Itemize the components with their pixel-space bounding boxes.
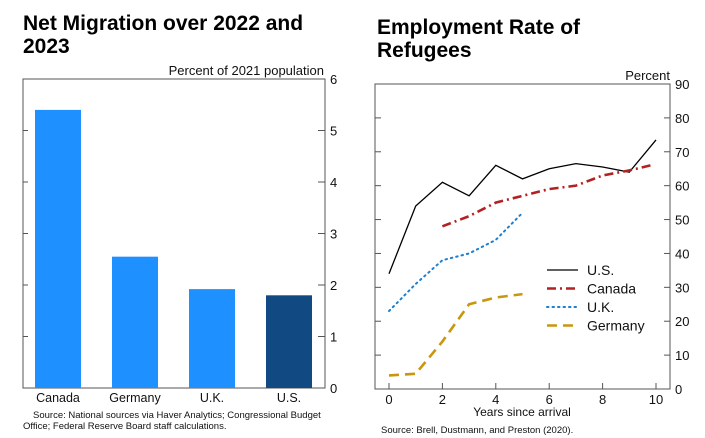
line-plot-frame — [374, 83, 671, 390]
line-ylabel: Percent — [625, 68, 670, 83]
line-xtick-label: 0 — [385, 392, 392, 407]
line-ytick-label: 50 — [675, 213, 689, 228]
series-germany — [388, 292, 523, 377]
line-ytick-label: 10 — [675, 348, 689, 363]
bar-germany — [112, 256, 158, 388]
legend-label: U.K. — [587, 299, 614, 315]
bar-source: Source: National sources via Haver Analy… — [23, 410, 321, 432]
line-source: Source: Brell, Dustmann, and Preston (20… — [381, 425, 573, 436]
line-ytick-label: 20 — [675, 314, 689, 329]
line-xtick-label: 2 — [439, 392, 446, 407]
line-xtick-label: 10 — [649, 392, 663, 407]
bar-category-label: Canada — [36, 391, 80, 405]
bar-ytick-label: 4 — [330, 175, 337, 190]
bar-chart-title: Net Migration over 2022 and 2023 — [23, 12, 304, 58]
bar-canada — [35, 109, 81, 389]
line-ytick-label: 30 — [675, 280, 689, 295]
bar-us — [266, 295, 312, 388]
legend-label: Canada — [587, 281, 636, 297]
bar-ytick-label: 1 — [330, 330, 337, 345]
line-chart-title: Employment Rate of Refugees — [377, 16, 581, 62]
line-ytick-label: 40 — [675, 246, 689, 261]
line-ytick-label: 80 — [675, 111, 689, 126]
line-xtick-label: 8 — [599, 392, 606, 407]
bar-source-line: Source: National sources via Haver Analy… — [33, 410, 321, 421]
bar-category-label: U.K. — [200, 391, 224, 405]
line-xtick-label: 4 — [492, 392, 499, 407]
line-xtick-label: 6 — [546, 392, 553, 407]
line-ytick-label: 70 — [675, 145, 689, 160]
line-xlabel: Years since arrival — [473, 405, 571, 419]
bar-uk — [189, 289, 235, 388]
series-canada — [441, 164, 651, 228]
bar-source-line: Office; Federal Reserve Board staff calc… — [23, 421, 226, 432]
series-us — [388, 139, 657, 275]
bar-ytick-label: 3 — [330, 227, 337, 242]
bar-category-label: U.S. — [277, 391, 301, 405]
bar-ytick-label: 6 — [330, 72, 337, 87]
bar-ytick-label: 2 — [330, 278, 337, 293]
bar-ytick-label: 0 — [330, 381, 337, 396]
bar-ylabel: Percent of 2021 population — [169, 63, 324, 78]
legend-label: U.S. — [587, 262, 614, 278]
legend-label: Germany — [587, 318, 645, 334]
bar-category-label: Germany — [109, 391, 161, 405]
line-ytick-label: 0 — [675, 382, 682, 397]
series-uk — [388, 211, 524, 313]
line-ytick-label: 90 — [675, 77, 689, 92]
bar-ytick-label: 5 — [330, 124, 337, 139]
line-ytick-label: 60 — [675, 179, 689, 194]
